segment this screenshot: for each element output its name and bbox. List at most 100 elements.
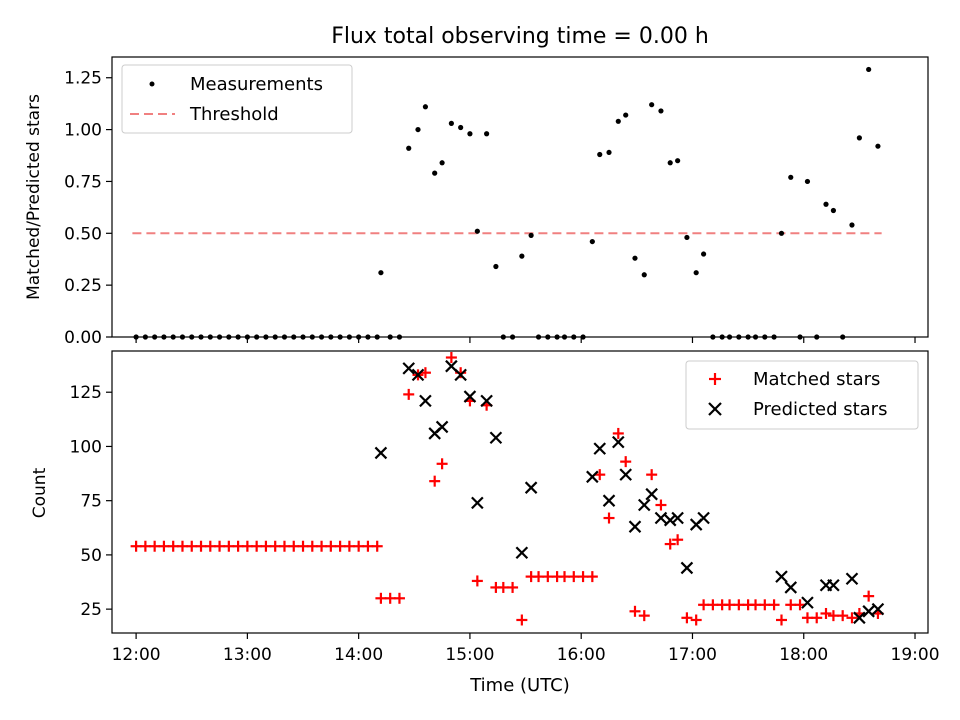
- predicted-star-point: [435, 420, 449, 434]
- measurement-point: [528, 232, 534, 238]
- measurement-point: [804, 178, 811, 185]
- measurement-point: [875, 143, 881, 149]
- predicted-star-point: [680, 561, 694, 575]
- measurement-point: [752, 334, 759, 340]
- measurement-point: [615, 118, 621, 124]
- measurement-point: [745, 334, 751, 340]
- matched-star-point: [393, 592, 405, 604]
- measurement-point: [561, 334, 568, 340]
- matched-star-point: [620, 456, 632, 468]
- measurement-point: [545, 334, 551, 340]
- predicted-star-point: [775, 570, 788, 583]
- measurement-point: [179, 334, 186, 340]
- measurement-point: [597, 151, 603, 158]
- measurement-point: [387, 334, 393, 340]
- measurement-point: [509, 334, 516, 340]
- predicted-star-point: [586, 470, 599, 484]
- matched-star-point: [559, 571, 571, 583]
- matched-star-point: [195, 540, 207, 552]
- measurement-point: [736, 334, 742, 340]
- measurement-point: [623, 112, 629, 118]
- predicted-star-point: [419, 394, 432, 408]
- bottom-x-ticks: 12:00 13:00 14:00 15:00 16:00 17:00 18:00 19:00: [112, 633, 940, 665]
- measurement-point: [254, 334, 260, 340]
- measurement-point: [840, 334, 846, 340]
- measurement-point: [198, 334, 204, 340]
- measurement-point: [788, 174, 794, 180]
- matched-star-point: [516, 614, 528, 626]
- measurement-point: [244, 334, 250, 340]
- measurement-point: [356, 334, 362, 340]
- measurement-point: [226, 334, 232, 340]
- measurement-point: [448, 120, 454, 126]
- measurement-point: [309, 334, 315, 340]
- legend-matched-label: Matched stars: [753, 369, 880, 390]
- measurement-point: [667, 160, 673, 166]
- y-tick-label: 25: [80, 600, 102, 620]
- matched-star-point: [384, 592, 396, 604]
- matched-star-point: [801, 612, 813, 624]
- measurement-point: [571, 334, 577, 340]
- measurement-point: [797, 334, 803, 340]
- measurement-point: [272, 334, 278, 340]
- matched-star-point: [507, 581, 519, 593]
- y-tick-label: 1.00: [64, 121, 102, 141]
- matched-star-point: [690, 614, 702, 626]
- top-legend: Measurements Threshold: [121, 64, 353, 134]
- y-tick-label: 75: [80, 492, 102, 512]
- matched-star-point: [158, 540, 170, 552]
- matched-star-point: [251, 540, 263, 552]
- matched-star-point: [785, 599, 797, 611]
- bottom-panel: 25 50 75 100 125 12:00 13:00 14:00 15:00 16:00 17…: [30, 350, 940, 696]
- top-legend-box: [121, 64, 353, 134]
- measurement-point: [484, 131, 490, 137]
- measurement-point: [318, 334, 325, 340]
- measurement-point: [823, 201, 829, 207]
- matched-star-point: [403, 388, 415, 400]
- measurement-point: [281, 334, 288, 340]
- measurement-point: [337, 334, 343, 340]
- matched-star-point: [837, 610, 849, 622]
- measurement-point: [396, 334, 403, 340]
- predicted-star-point: [862, 605, 875, 618]
- predicted-star-point: [697, 511, 710, 525]
- matched-star-point: [863, 590, 875, 602]
- measurement-point: [378, 270, 384, 276]
- measurement-point: [142, 334, 148, 340]
- measurement-point: [439, 160, 445, 166]
- measurement-point: [365, 334, 371, 340]
- y-tick-label: 0.50: [64, 224, 102, 244]
- predicted-star-point: [663, 513, 677, 527]
- measurement-point: [554, 334, 560, 340]
- matched-star-point: [149, 540, 161, 552]
- matched-star-point: [186, 540, 198, 552]
- measurement-point: [467, 131, 473, 137]
- predicted-star-point: [602, 494, 616, 507]
- matched-star-point: [325, 540, 337, 552]
- measurement-point: [500, 334, 506, 340]
- matched-star-point: [733, 599, 745, 611]
- predicted-star-point: [489, 431, 503, 445]
- predicted-star-point: [411, 368, 425, 382]
- y-tick-label: 0.00: [64, 328, 102, 348]
- predicted-star-point: [845, 572, 859, 586]
- matched-star-point: [130, 540, 142, 552]
- matched-star-point: [586, 571, 598, 583]
- x-tick-label: 17:00: [668, 645, 717, 665]
- legend-measurements-label: Measurements: [190, 74, 323, 95]
- measurement-point: [762, 334, 768, 340]
- measurement-point: [422, 104, 429, 110]
- matched-star-point: [419, 367, 431, 379]
- matched-star-point: [334, 540, 346, 552]
- matched-star-point: [646, 469, 658, 481]
- predicted-star-point: [619, 468, 632, 481]
- matched-star-point: [471, 575, 483, 587]
- predicted-star-point: [853, 611, 866, 625]
- measurement-point: [346, 334, 352, 340]
- matched-star-point: [568, 571, 580, 583]
- matched-star-point: [214, 540, 226, 552]
- bottom-y-axis-label: Count: [30, 467, 50, 518]
- x-tick-label: 16:00: [557, 645, 606, 665]
- predicted-star-point: [374, 446, 388, 460]
- measurement-point: [235, 334, 241, 340]
